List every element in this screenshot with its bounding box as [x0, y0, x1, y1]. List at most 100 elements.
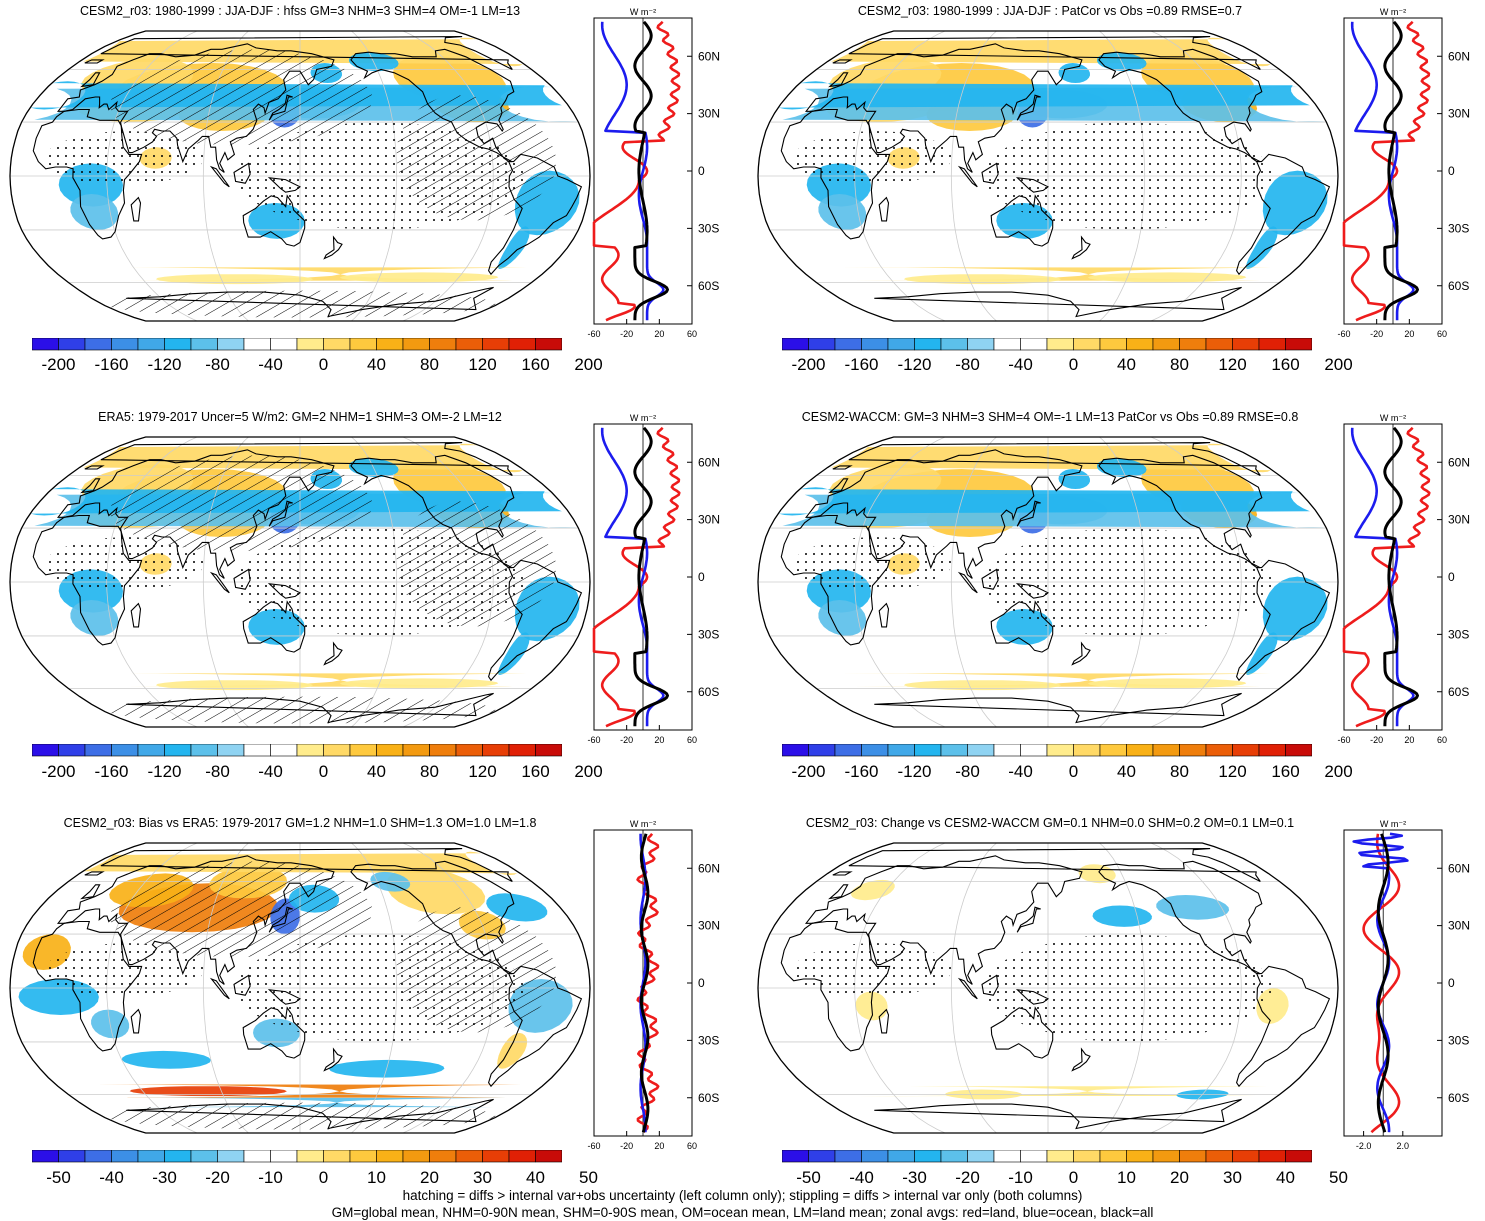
lat-tick-label: 30S [698, 221, 719, 235]
colorbar-swatch [1285, 1150, 1312, 1163]
colorbar-tick-label: -200 [41, 355, 76, 374]
coastline-newzealand [323, 235, 343, 260]
colorbar-tick-label: -20 [205, 1168, 230, 1187]
colorbar-swatch [887, 744, 915, 757]
anomaly-region [498, 632, 530, 675]
colorbar-swatch [861, 1150, 889, 1163]
colorbar-tick-label: -50 [46, 1168, 71, 1187]
colorbar-swatch [535, 1150, 562, 1163]
zonal-average-plot: W m⁻² 60N 30N 0 30S 60S -60 -20 20 60 [1337, 413, 1470, 745]
hatching [109, 455, 373, 552]
colorbar-swatch [1258, 338, 1286, 351]
coastline-madagascar [878, 602, 890, 628]
colorbar-swatch [323, 1150, 351, 1163]
colorbar-tick-label: 40 [1117, 762, 1136, 781]
coastline-greenland [100, 442, 513, 476]
colorbar-swatch [1285, 338, 1312, 351]
colorbar-labels: -200 -160 -120 -80 -40 0 40 80 120 160 200 [32, 762, 602, 784]
coastline-uk [80, 72, 101, 88]
colorbar-swatch [164, 1150, 192, 1163]
colorbar-tick-label: -10 [258, 1168, 283, 1187]
colorbar-swatch [84, 744, 112, 757]
anomaly-region [778, 487, 1310, 516]
stippling [791, 943, 952, 997]
colorbar-swatch [243, 1150, 271, 1163]
zonal-average-plot: W m⁻² 60N 30N 0 30S 60S -60 -20 20 60 [1337, 7, 1470, 339]
zonal-profile-all [1383, 426, 1419, 727]
colorbar-swatch [349, 1150, 377, 1163]
anomaly-region [903, 274, 1062, 285]
colorbar-tick-label: 0 [1068, 355, 1079, 374]
lat-tick-label: 0 [1448, 976, 1455, 990]
lat-tick-label: 60N [1448, 455, 1470, 469]
lat-tick-label: 30N [1448, 919, 1470, 933]
colorbar [32, 338, 562, 351]
zonal-average-plot: W m⁻² 60N 30N 0 30S 60S -60 -20 20 60 [587, 819, 720, 1151]
anomaly-region [121, 1050, 211, 1069]
lat-tick-label: 30N [1448, 107, 1470, 121]
colorbar-swatch [834, 744, 862, 757]
anomaly-region [498, 226, 530, 269]
coastline-eurasia [804, 449, 1083, 579]
colorbar-tick-label: -10 [1008, 1168, 1033, 1187]
zonal-units-label: W m⁻² [1380, 413, 1406, 423]
lat-tick-label: 30S [698, 627, 719, 641]
colorbar-swatch [84, 1150, 112, 1163]
colorbar-swatch [1046, 1150, 1074, 1163]
colorbar-swatch [376, 1150, 404, 1163]
colorbar-swatch [1152, 1150, 1180, 1163]
colorbar-swatch [32, 1150, 59, 1163]
colorbar [782, 1150, 1312, 1163]
coastline-japan [1016, 906, 1041, 933]
footer-note-hatching: hatching = diffs > internal var+obs unce… [402, 1188, 1083, 1203]
colorbar-tick-label: 40 [1276, 1168, 1295, 1187]
colorbar-swatch [993, 338, 1021, 351]
colorbar-tick-label: 160 [1271, 355, 1300, 374]
longitude-gridline [950, 437, 997, 727]
zonal-x-tick-label: 20 [654, 329, 664, 339]
zonal-profile-ocean [600, 21, 665, 321]
colorbar-tick-label: 0 [1068, 762, 1079, 781]
lat-tick-label: 60S [1448, 685, 1469, 699]
colorbar-swatch [1073, 338, 1101, 351]
colorbar-tick-label: -40 [258, 762, 283, 781]
colorbar-swatch [243, 338, 271, 351]
colorbar-swatch [1205, 744, 1233, 757]
zonal-profile-all [633, 20, 669, 321]
coastline-sumatra [957, 165, 978, 188]
zonal-x-tick-label: -20 [620, 735, 633, 745]
colorbar-swatch [508, 338, 536, 351]
colorbar-swatch [1179, 1150, 1207, 1163]
coastline-sumatra [209, 977, 230, 1000]
coastline-eurasia [804, 855, 1083, 985]
coastline-greenland [848, 36, 1261, 70]
colorbar-labels: -200 -160 -120 -80 -40 0 40 80 120 160 200 [782, 355, 1352, 377]
colorbar-swatch [967, 1150, 995, 1163]
coastline-madagascar [878, 196, 890, 222]
lat-tick-label: 60S [698, 685, 719, 699]
colorbar-tick-label: 0 [318, 1168, 329, 1187]
coastline-greenland [100, 848, 513, 882]
colorbar-swatch [111, 338, 139, 351]
coastline-sumatra [957, 571, 978, 594]
colorbar-swatch [1179, 338, 1207, 351]
zonal-units-label: W m⁻² [1380, 819, 1406, 829]
colorbar-tick-label: -160 [94, 355, 129, 374]
zonal-x-tick-label: -60 [587, 329, 600, 339]
zonal-units-label: W m⁻² [1380, 7, 1406, 17]
zonal-x-tick-label: 60 [687, 329, 697, 339]
map-border [9, 436, 591, 728]
zonal-units-label: W m⁻² [630, 7, 656, 17]
zonal-x-tick-label: -20 [620, 329, 633, 339]
lat-tick-label: 60N [698, 455, 720, 469]
colorbar-swatch [808, 1150, 836, 1163]
coastline-greenland [848, 442, 1261, 476]
colorbar-swatch [376, 338, 404, 351]
colorbar-swatch [349, 744, 377, 757]
colorbar-tick-label: -120 [897, 355, 932, 374]
colorbar-tick-label: 0 [1068, 1168, 1079, 1187]
colorbar-swatch [137, 744, 165, 757]
colorbar-tick-label: 40 [526, 1168, 545, 1187]
colorbar-tick-label: 40 [367, 762, 386, 781]
colorbar-swatch [402, 338, 430, 351]
